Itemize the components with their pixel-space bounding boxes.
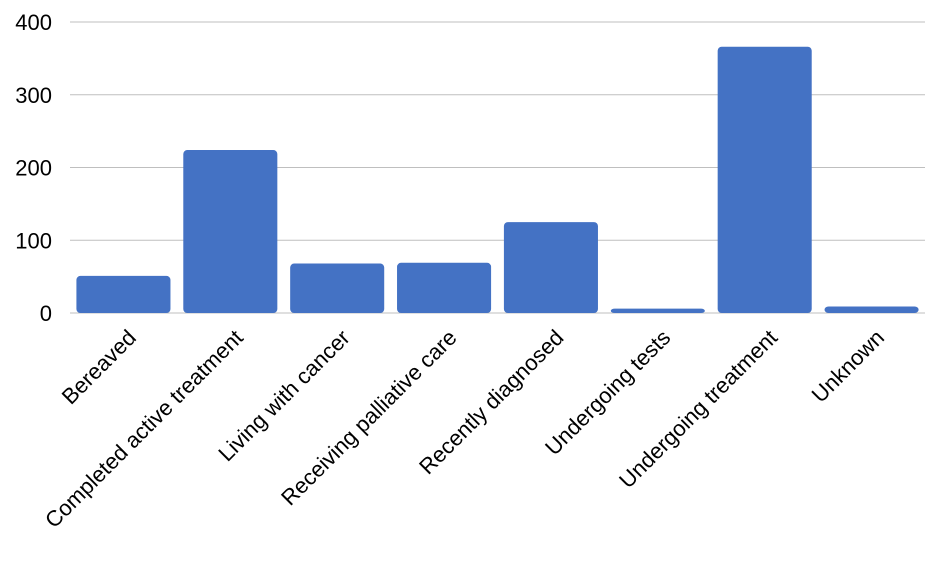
bar-unknown [824, 306, 919, 313]
bar-recently-diagnosed [503, 222, 598, 313]
bar-receiving-palliative-care [397, 262, 492, 313]
bar-completed-active-treatment [183, 150, 278, 313]
x-category-label: Receiving palliative care [276, 325, 461, 510]
y-axis-tick-labels: 0 100 200 300 400 [15, 10, 52, 326]
bar-bereaved [76, 275, 171, 313]
y-tick-label: 300 [15, 83, 52, 108]
x-category-label: Completed active treatment [40, 325, 248, 533]
y-tick-label: 400 [15, 10, 52, 35]
bar-living-with-cancer [290, 263, 385, 313]
y-tick-label: 100 [15, 228, 52, 253]
bar-undergoing-tests [610, 308, 705, 313]
x-category-label: Bereaved [57, 325, 141, 409]
bar-undergoing-treatment [717, 46, 812, 314]
x-category-label: Unknown [807, 325, 890, 408]
y-tick-label: 0 [40, 301, 52, 326]
y-tick-label: 200 [15, 156, 52, 181]
bars [76, 46, 919, 314]
